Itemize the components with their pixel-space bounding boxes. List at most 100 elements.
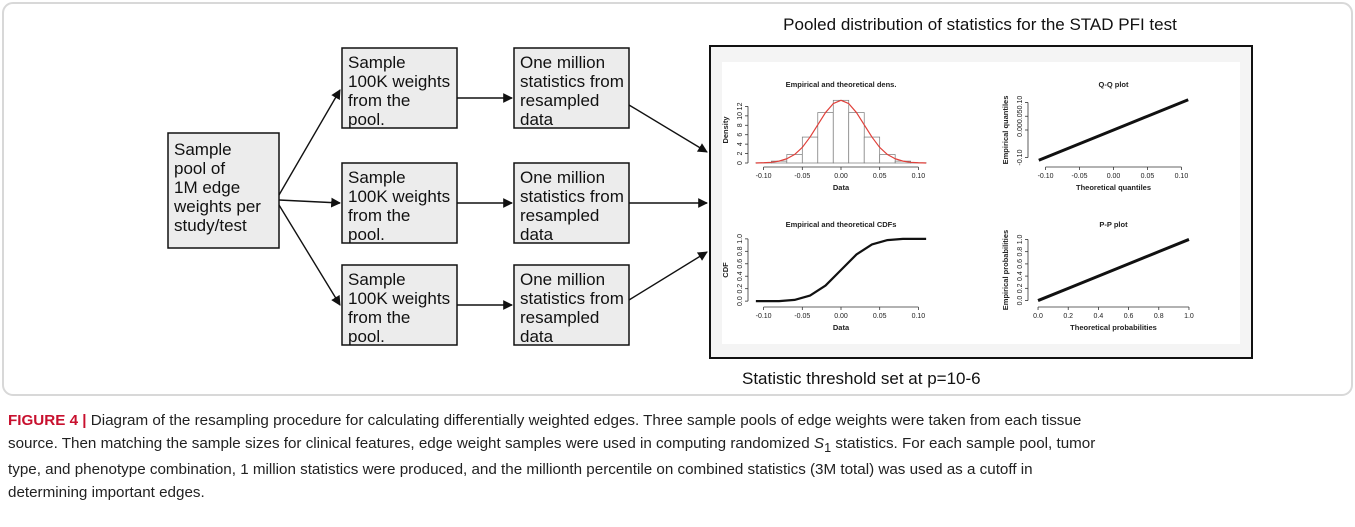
sampler-text: pool. [348,225,385,244]
y-tick-label: 0.8 [737,246,744,256]
sampler-box [341,264,458,346]
data-line [755,99,927,164]
y-tick-label: 1.0 [737,234,744,244]
x-tick-label: 0.05 [1141,173,1155,180]
plot-title: Empirical and theoretical dens. [786,80,897,89]
sampler-text: from the [348,308,410,327]
sampler-text: from the [348,91,410,110]
caption-text: statistics. For each sample pool, tumor [831,434,1096,452]
x-tick-label: 0.0 [1033,313,1043,320]
x-tick-label: 0.00 [834,313,848,320]
figure-frame [2,2,1353,396]
x-tick-label: -0.10 [756,313,772,320]
panel-inner [722,62,1240,344]
y-tick-label: 0.0 [737,296,744,306]
x-axis-label: Theoretical probabilities [1070,323,1157,332]
y-tick-label: 0.6 [737,259,744,269]
x-tick-label: 1.0 [1184,313,1194,320]
sampler-text: 100K weights [348,289,450,308]
caption-line: type, and phenotype combination, 1 milli… [8,459,1348,482]
x-tick-label: 0.00 [1107,173,1121,180]
y-axis-label: Density [721,116,730,144]
x-tick-label: 0.8 [1154,313,1164,320]
histogram-bar [863,136,881,164]
x-tick-label: 0.4 [1094,313,1104,320]
x-axis-label: Data [833,183,850,192]
histogram-bar [801,136,819,164]
x-tick-label: 0.2 [1063,313,1073,320]
y-tick-label: 0.6 [1017,259,1024,269]
caption: FIGURE 4 | Diagram of the resampling pro… [8,410,1348,504]
arrow [278,89,341,196]
y-tick-label: 4 [737,142,744,146]
statistics-text: data [520,225,554,244]
caption-text: Diagram of the resampling procedure for … [86,412,1082,429]
y-tick-label: 0 [737,161,744,165]
y-tick-label: 0.8 [1017,247,1024,257]
statistics-text: resampled [520,91,599,110]
y-tick-label: 0.10 [1017,96,1024,110]
sampler-box [341,47,458,129]
source-text: pool of [174,159,225,178]
y-tick-label: 12 [737,102,744,110]
x-tick-label: 0.00 [834,173,848,180]
x-tick-label: -0.05 [1072,173,1088,180]
statistics-box [513,162,630,244]
sampler-text: from the [348,206,410,225]
histogram-bar [879,154,896,164]
threshold-label: Statistic threshold set at p=10-6 [742,369,981,388]
arrow [628,251,708,301]
caption-symbol: S [813,434,825,452]
y-tick-label: 0.00 [1017,123,1024,137]
y-tick-label: 0.0 [1017,296,1024,306]
statistics-text: One million [520,53,605,72]
y-axis-label: Empirical probabilities [1001,230,1010,310]
y-tick-label: 8 [737,123,744,127]
y-tick-label: 6 [737,133,744,137]
plot-title: Empirical and theoretical CDFs [786,220,897,229]
x-axis-label: Theoretical quantiles [1076,183,1151,192]
arrow [628,104,708,153]
x-tick-label: 0.05 [873,313,887,320]
histogram-bar [786,154,803,164]
arrow [278,204,341,306]
y-tick-label: 10 [737,112,744,120]
x-tick-label: 0.6 [1124,313,1134,320]
sampler-text: 100K weights [348,187,450,206]
statistics-text: statistics from [520,289,624,308]
source-box [167,132,280,249]
y-axis-label: Empirical quantiles [1001,96,1010,165]
y-tick-label: -0.10 [1017,149,1024,165]
arrow [278,197,341,208]
x-tick-label: -0.05 [794,173,810,180]
statistics-text: resampled [520,308,599,327]
statistics-text: One million [520,168,605,187]
y-tick-label: 0.2 [1017,283,1024,293]
sampler-text: 100K weights [348,72,450,91]
x-tick-label: -0.10 [1038,173,1054,180]
source-text: Sample [174,140,232,159]
x-tick-label: 0.10 [912,173,926,180]
caption-text: determining important edges. [8,483,205,501]
x-tick-label: 0.10 [1175,173,1189,180]
sampler-text: Sample [348,53,406,72]
statistics-text: One million [520,270,605,289]
y-tick-label: 0.4 [1017,271,1024,281]
statistics-text: statistics from [520,187,624,206]
arrows [278,89,708,310]
statistics-text: data [520,327,554,346]
x-tick-label: -0.10 [756,173,772,180]
caption-text: type, and phenotype combination, 1 milli… [8,461,1033,479]
x-tick-label: 0.10 [912,313,926,320]
x-tick-label: 0.05 [873,173,887,180]
source-text: study/test [174,216,247,235]
x-tick-label: -0.05 [794,313,810,320]
statistics-box [513,264,630,346]
sampler-text: Sample [348,168,406,187]
caption-label: FIGURE 4 | [8,412,87,429]
y-tick-label: 2 [737,152,744,156]
source-text: 1M edge [174,178,240,197]
statistics-text: resampled [520,206,599,225]
sampler-text: Sample [348,270,406,289]
